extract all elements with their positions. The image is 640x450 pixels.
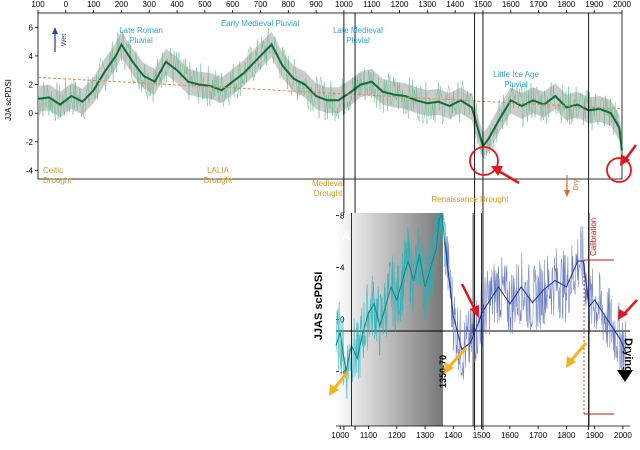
top-x-tick-label: 100 — [31, 0, 45, 9]
inset-y-tick-label: 4 — [340, 264, 345, 273]
inset-yellow-arrow-1450 — [446, 346, 468, 370]
inset-series-group — [335, 212, 627, 400]
inset-x-tick-label: 1200 — [388, 431, 406, 440]
top-y-tick-label: 2 — [29, 81, 34, 90]
inset-x-tick-label: 1100 — [360, 431, 378, 440]
top-x-tick-label: 500 — [198, 0, 212, 9]
calibration-label: Calibration — [589, 218, 598, 256]
inset-yellow-arrowhead-1000 — [329, 384, 339, 396]
top-smoothed-series — [37, 42, 623, 151]
wet-indicator: Wet — [52, 27, 68, 52]
lalia-drought-label: LALIA Drought — [204, 166, 233, 185]
top-y-tick-label: 4 — [29, 52, 34, 61]
inset-x-axis: 1000 1100 1200 1300 1400 1500 1600 1700 1800 1900… — [331, 426, 632, 440]
top-trend-line — [37, 76, 623, 110]
top-x-tick-label: 1100 — [363, 0, 381, 9]
inset-red-arrowhead-2000 — [618, 309, 628, 320]
early-medieval-pluvial-label: Early Medieval Pluvial — [221, 19, 299, 28]
inset-yellow-arrowhead-1850 — [566, 356, 576, 368]
celtic-drought-label: Celtic Drought — [43, 166, 72, 185]
top-y-tick-label: 0 — [29, 109, 34, 118]
top-series-group — [37, 28, 623, 159]
inset-x-tick-label: 1900 — [586, 431, 604, 440]
top-x-tick-label: 1000 — [335, 0, 353, 9]
top-y-tick-label: -2 — [26, 138, 34, 147]
inset-yellow-arrow-1000 — [331, 371, 350, 391]
inset-smoothed-series — [335, 214, 446, 372]
top-confidence-band — [38, 31, 622, 164]
late-medieval-pluvial-label: Late Medieval Pluvial — [333, 26, 383, 45]
inset-y-tick-label: 0 — [340, 316, 345, 325]
modern-drought-arrowhead — [620, 154, 630, 166]
dry-label: Dry — [573, 179, 580, 190]
renaissance-drought-label: Renaissance Drought — [432, 195, 510, 204]
inset-yellow-arrowhead-1450 — [444, 362, 454, 374]
top-x-tick-label: 100 — [87, 0, 101, 9]
inset-x-tick-label: 1500 — [473, 431, 491, 440]
inset-x-tick-label: 1000 — [331, 431, 349, 440]
period-1350-70-label: 1350-70 — [438, 355, 448, 388]
late-roman-pluvial-label: Late Roman Pluvial — [119, 26, 163, 45]
drying-label: Drying — [622, 338, 634, 373]
inset-x-tick-label: 1400 — [444, 431, 462, 440]
top-y-tick-label: -4 — [26, 166, 34, 175]
top-x-tick-label: 2000 — [613, 0, 631, 9]
renaissance-drought-circle — [469, 146, 499, 176]
top-x-tick-label: 1200 — [391, 0, 409, 9]
dry-indicator: Dry — [564, 175, 580, 197]
top-uncertainty-band — [38, 31, 622, 164]
inset-panel-letter: A — [342, 229, 351, 243]
calibration-bracket: Calibration — [583, 218, 614, 415]
inset-x-tick-label: 2000 — [614, 431, 632, 440]
top-x-axis: 100 0 100 200 300 400 500 600 700 800 900 1000 1100 1… — [31, 0, 631, 13]
inset-annual-series — [444, 221, 627, 380]
inset-red-arrowhead-1500 — [470, 305, 479, 318]
renaissance-drought-arrow — [496, 168, 520, 185]
top-x-tick-label: 1500 — [474, 0, 492, 9]
inset-x-tick-label: 1300 — [416, 431, 434, 440]
drying-arrowhead — [617, 370, 633, 382]
inset-x-tick-label: 1800 — [557, 431, 575, 440]
inset-red-arrow-2000 — [623, 299, 638, 315]
inset-red-arrow-1500 — [460, 283, 477, 311]
top-x-tick-label: 400 — [170, 0, 184, 9]
little-ice-age-pluvial-label: Little Ice Age Pluvial — [493, 70, 539, 89]
modern-drought-circle — [606, 157, 632, 183]
top-x-tick-label: 1700 — [530, 0, 548, 9]
top-x-tick-label: 800 — [282, 0, 296, 9]
inset-y-tick-label: 8 — [340, 212, 345, 221]
top-x-tick-label: 900 — [309, 0, 323, 9]
inset-panel: 1000 1100 1200 1300 1400 1500 1600 1700 1800 1900… — [313, 212, 638, 440]
top-y-tick-label: 6 — [29, 23, 34, 32]
renaissance-drought-arrowhead — [491, 166, 503, 176]
top-x-tick-label: 1400 — [446, 0, 464, 9]
top-x-tick-label: 1600 — [502, 0, 520, 9]
modern-drought-arrow — [623, 144, 638, 161]
inset-x-tick-label: 1700 — [529, 431, 547, 440]
top-x-tick-label: 1900 — [585, 0, 603, 9]
top-panel: 100 0 100 200 300 400 500 600 700 800 900 1000 1100 1… — [4, 0, 638, 430]
inset-gray-shading — [336, 213, 443, 426]
top-x-tick-label: 0 — [64, 0, 69, 9]
top-y-axis: -4 -2 0 2 4 6 — [26, 23, 38, 175]
top-x-tick-label: 200 — [115, 0, 129, 9]
inset-annual-series — [335, 212, 445, 400]
inset-smoothed-series — [444, 241, 627, 353]
top-y-axis-title: JJA scPDSI — [4, 79, 13, 121]
inset-period-lines — [351, 213, 590, 426]
top-annual-series — [37, 28, 623, 159]
top-x-tick-label: 700 — [254, 0, 268, 9]
medieval-drought-label: Medieval Drought — [312, 179, 344, 198]
top-x-tick-label: 300 — [143, 0, 157, 9]
inset-x-tick-label: 1600 — [501, 431, 519, 440]
top-x-tick-label: 1800 — [557, 0, 575, 9]
inset-y-axis-title: JJAS scPDSI — [313, 272, 325, 340]
inset-yellow-arrow-1850 — [568, 342, 588, 363]
top-x-tick-label: 1300 — [418, 0, 436, 9]
wet-label: Wet — [61, 34, 68, 46]
top-x-tick-label: 600 — [226, 0, 240, 9]
